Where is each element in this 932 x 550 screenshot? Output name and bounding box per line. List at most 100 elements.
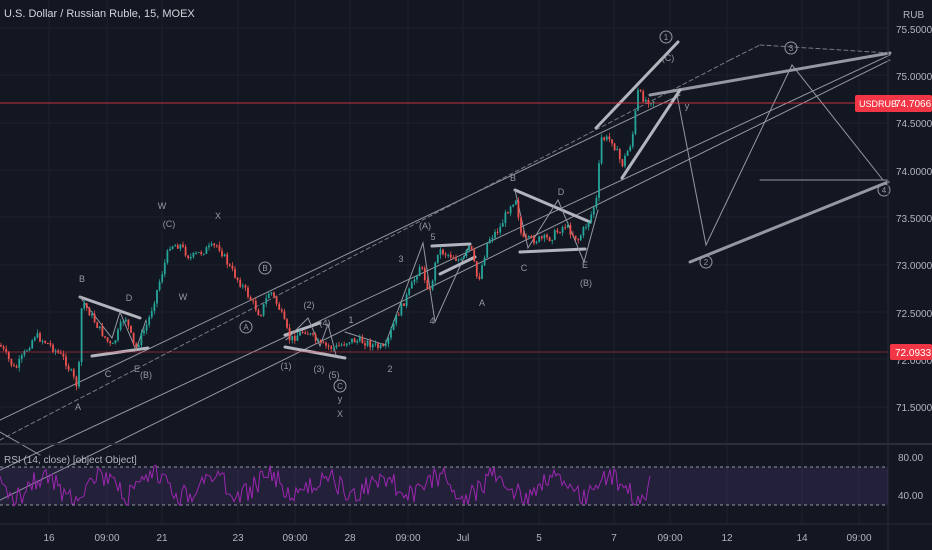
wave-label-4-paren: (4) xyxy=(320,318,331,328)
candle-body xyxy=(618,149,621,160)
candle-body xyxy=(270,292,273,294)
wave-label-b-circ: B xyxy=(262,264,267,273)
wedge-top[interactable] xyxy=(594,40,680,130)
candle-body xyxy=(239,279,242,287)
triangle-right-bottom[interactable] xyxy=(518,247,587,254)
trendline-dashed[interactable] xyxy=(0,59,731,441)
candle-body xyxy=(598,163,600,198)
candle-body xyxy=(91,313,93,316)
wave-zig-mid[interactable] xyxy=(285,317,337,356)
candle-body xyxy=(603,137,606,140)
trendline-long-1[interactable] xyxy=(0,94,681,421)
trendline-dashed-top2[interactable] xyxy=(759,44,891,54)
triangle-upper-left2[interactable] xyxy=(438,255,477,276)
candle-body xyxy=(379,344,382,348)
candle-body xyxy=(262,303,265,316)
wave-zig-left[interactable] xyxy=(79,296,147,352)
wave-label-e-left: E xyxy=(134,364,140,374)
candle-body xyxy=(119,322,122,330)
wave-zig-right[interactable] xyxy=(514,189,599,264)
candle-body xyxy=(28,348,31,351)
circle-c-low xyxy=(333,379,347,393)
rsi-pane[interactable]: RSI (14, close) [object Object] 80.00 40… xyxy=(0,453,923,508)
candle-body xyxy=(111,343,114,345)
circle-1 xyxy=(659,30,673,44)
wave-label-c-left: C xyxy=(105,369,112,379)
circle-3 xyxy=(784,41,798,55)
trendline-long-3[interactable] xyxy=(0,59,891,501)
price-axis[interactable]: 75.5000 75.0000 74.5000 74.0000 73.5000 … xyxy=(896,25,932,414)
candle-body xyxy=(364,343,366,346)
candle-body xyxy=(392,323,395,330)
price-candles xyxy=(0,87,655,391)
candle-body xyxy=(171,246,174,249)
candle-body xyxy=(546,234,548,238)
candle-body xyxy=(174,245,177,247)
currency-label[interactable]: RUB xyxy=(903,10,924,21)
candle-body xyxy=(626,150,629,156)
time-label: 09:00 xyxy=(846,533,871,544)
current-price-badge[interactable]: USDRUB 74.7066 xyxy=(855,95,932,112)
candle-body xyxy=(439,249,442,255)
wave-label-a-circ-left: A xyxy=(243,323,249,332)
rsi-tick-40: 40.00 xyxy=(898,491,923,502)
channel-bottom-thick[interactable] xyxy=(688,180,890,264)
candle-body xyxy=(548,237,551,242)
projection-zigzag[interactable] xyxy=(676,64,884,247)
candle-body xyxy=(348,342,351,344)
triangle-mid-top[interactable] xyxy=(283,321,322,337)
chart-title[interactable]: U.S. Dollar / Russian Ruble, 15, MOEX xyxy=(4,8,195,20)
candle-body xyxy=(208,245,210,248)
triangle-left-top[interactable] xyxy=(78,295,142,320)
candle-body xyxy=(158,281,161,291)
candle-body xyxy=(416,276,418,280)
candle-body xyxy=(434,262,437,281)
candle-body xyxy=(403,303,405,306)
candle-body xyxy=(309,333,312,335)
candle-body xyxy=(340,344,343,346)
trendline-dashed-top[interactable] xyxy=(729,44,761,61)
candle-body xyxy=(460,258,463,260)
candle-body xyxy=(280,309,283,312)
candle-body xyxy=(335,345,338,348)
triangle-right-top[interactable] xyxy=(513,188,592,224)
candle-body xyxy=(130,325,132,333)
level-price-badge[interactable]: 72.0933 xyxy=(890,344,932,360)
candle-body xyxy=(215,245,218,247)
candle-body xyxy=(595,197,598,208)
candle-body xyxy=(124,319,127,322)
channel-top-thick[interactable] xyxy=(648,51,892,97)
candle-body xyxy=(613,143,616,151)
drawings-layer[interactable] xyxy=(0,40,892,501)
candle-body xyxy=(252,300,255,302)
impulse-path[interactable] xyxy=(344,241,471,346)
wave-label-b-paren-right: (B) xyxy=(580,278,592,288)
candle-body xyxy=(397,314,400,316)
candle-body xyxy=(496,231,499,233)
candle-body xyxy=(475,261,478,277)
candle-body xyxy=(189,256,192,259)
time-axis[interactable]: 16 09:00 21 23 09:00 28 09:00 Jul 5 7 09… xyxy=(43,533,872,544)
candle-body xyxy=(624,155,626,167)
candle-body xyxy=(520,217,522,233)
candle-body xyxy=(361,337,364,344)
candle-body xyxy=(629,146,632,151)
candle-body xyxy=(405,294,408,306)
triangle-upper-left[interactable] xyxy=(430,242,472,248)
candle-body xyxy=(491,237,494,240)
candle-body xyxy=(278,303,281,310)
trendline-long-2[interactable] xyxy=(0,54,891,471)
candle-body xyxy=(7,351,10,359)
candle-body xyxy=(577,239,580,241)
candle-body xyxy=(195,252,197,254)
candle-body xyxy=(400,303,403,316)
candle-body xyxy=(621,159,624,167)
candle-body xyxy=(436,254,439,263)
wedge-bottom[interactable] xyxy=(620,88,682,180)
candle-body xyxy=(293,335,296,341)
circle-a-left xyxy=(239,320,253,334)
candle-body xyxy=(486,243,489,258)
rsi-label[interactable]: RSI (14, close) [object Object] xyxy=(4,455,137,466)
